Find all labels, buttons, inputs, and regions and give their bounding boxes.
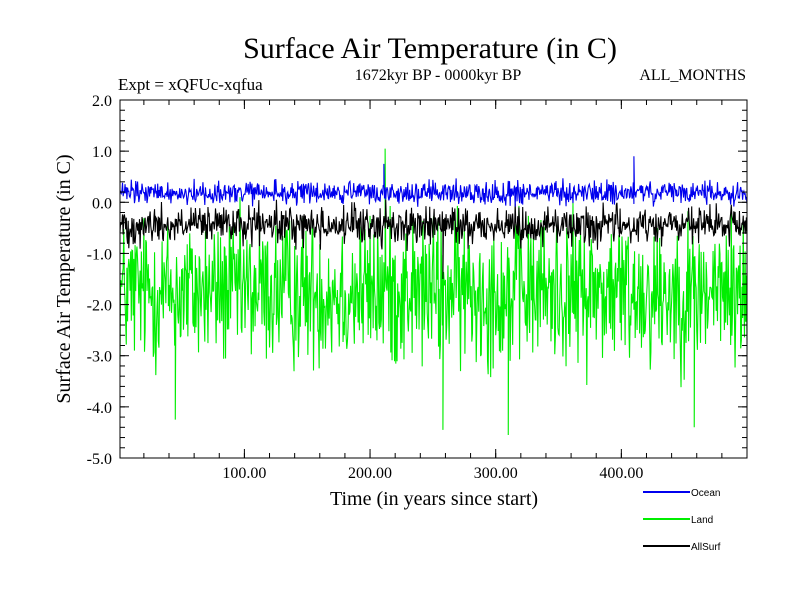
experiment-label: Expt = xQFUc-xqfua [118,75,263,94]
plot-frame [119,99,748,459]
y-tick-label: 2.0 [92,93,112,110]
series-layer [119,148,748,435]
months-label: ALL_MONTHS [639,67,746,84]
y-tick-label: -4.0 [87,400,112,417]
series-line-ocean [119,156,748,207]
y-tick-label: -1.0 [87,246,112,263]
y-tick-label: 1.0 [92,144,112,161]
series-line-allsurf [119,199,748,280]
legend-label-ocean: Ocean [691,488,720,499]
period-label: 1672kyr BP - 0000kyr BP [355,67,522,84]
x-tick-label: 300.00 [474,465,518,482]
x-axis-label: Time (in years since start) [330,488,538,510]
x-tick-label: 200.00 [348,465,392,482]
y-tick-label: -2.0 [87,298,112,315]
legend: Ocean Land AllSurf [643,488,721,553]
x-tick-label: 400.00 [599,465,643,482]
y-axis-label: Surface Air Temperature (in C) [53,154,75,403]
y-tick-label: 0.0 [92,195,112,212]
x-tick-label: 100.00 [222,465,266,482]
y-tick-label: -5.0 [87,451,112,468]
y-tick-label: -3.0 [87,349,112,366]
legend-label-allsurf: AllSurf [691,542,721,553]
series-line-land [119,148,748,435]
axis-layer: 2.0 1.0 0.0 -1.0 -2.0 -3.0 -4.0 -5.0 100.00 200.0… [87,93,747,482]
legend-label-land: Land [691,515,713,526]
chart-title: Surface Air Temperature (in C) [243,32,617,65]
